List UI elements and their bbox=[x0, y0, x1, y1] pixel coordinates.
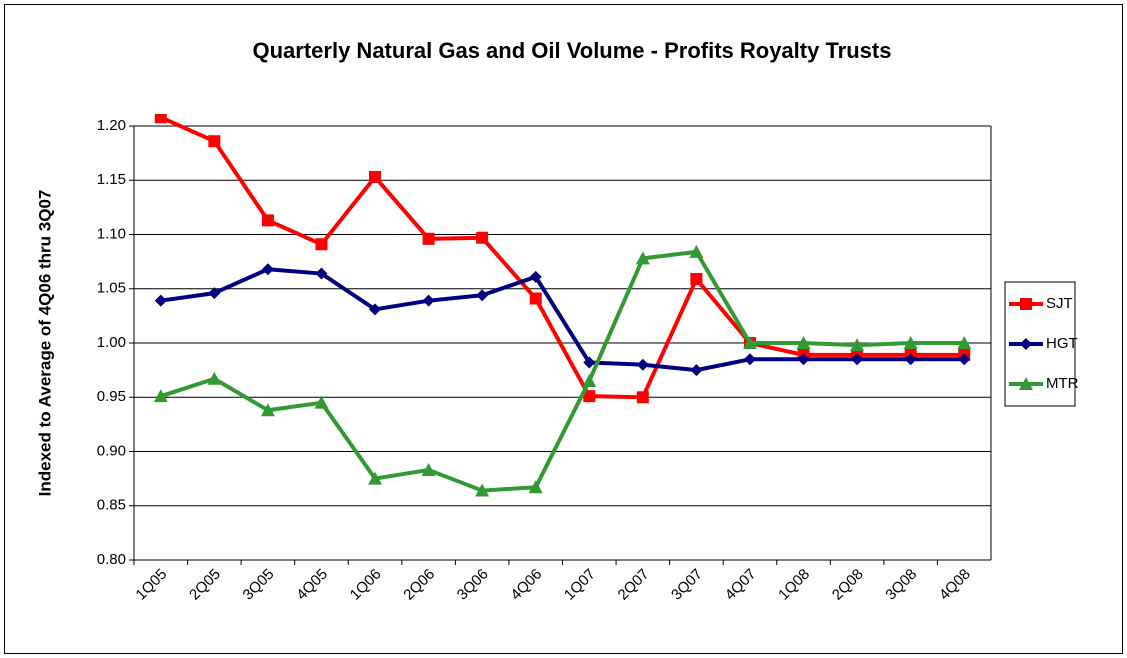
point bbox=[476, 231, 489, 244]
legend-label: HGT bbox=[1046, 335, 1078, 352]
point bbox=[207, 371, 222, 385]
series-line bbox=[159, 115, 965, 400]
y-tick-label: 1.20 bbox=[97, 117, 126, 134]
y-tick-label: 0.95 bbox=[97, 388, 126, 405]
point bbox=[208, 135, 221, 148]
point bbox=[475, 483, 490, 497]
point bbox=[583, 390, 596, 403]
point bbox=[583, 356, 596, 369]
point bbox=[636, 358, 649, 371]
series-line bbox=[160, 249, 965, 493]
legend-marker bbox=[1019, 377, 1033, 390]
y-tick-label: 1.05 bbox=[97, 280, 126, 297]
point bbox=[904, 353, 917, 366]
y-tick-label: 1.15 bbox=[97, 171, 126, 188]
point bbox=[689, 244, 704, 258]
point bbox=[796, 336, 811, 349]
point bbox=[261, 263, 274, 276]
point bbox=[314, 395, 329, 409]
point bbox=[369, 303, 382, 316]
y-tick-label: 0.90 bbox=[97, 442, 126, 459]
point bbox=[476, 289, 489, 302]
point bbox=[850, 338, 865, 352]
point bbox=[153, 389, 168, 403]
point bbox=[260, 403, 275, 417]
point bbox=[690, 364, 703, 377]
point bbox=[368, 471, 383, 485]
point bbox=[903, 336, 918, 349]
point bbox=[690, 272, 703, 285]
y-tick-label: 1.00 bbox=[97, 334, 126, 351]
point bbox=[154, 294, 167, 307]
legend-label: SJT bbox=[1046, 295, 1073, 312]
point bbox=[582, 373, 597, 387]
point bbox=[422, 294, 435, 307]
point bbox=[369, 170, 382, 183]
series bbox=[154, 114, 971, 404]
legend-label: MTR bbox=[1046, 375, 1079, 392]
y-axis-label: Indexed to Average of 4Q06 thru 3Q07 bbox=[35, 190, 54, 497]
point bbox=[797, 353, 810, 366]
point bbox=[261, 214, 274, 227]
y-tick-label: 0.85 bbox=[97, 497, 126, 514]
point bbox=[636, 391, 649, 404]
chart-title: Quarterly Natural Gas and Oil Volume - P… bbox=[253, 38, 892, 63]
legend-marker bbox=[1020, 298, 1032, 310]
point bbox=[742, 336, 757, 349]
series bbox=[153, 244, 972, 497]
series-line bbox=[160, 267, 965, 373]
point bbox=[528, 480, 543, 494]
point bbox=[315, 238, 328, 251]
point bbox=[958, 353, 971, 366]
point bbox=[154, 114, 167, 124]
point bbox=[422, 232, 435, 245]
point bbox=[421, 462, 436, 476]
point bbox=[957, 336, 972, 349]
point bbox=[315, 267, 328, 280]
point bbox=[529, 292, 542, 305]
y-tick-label: 0.80 bbox=[97, 551, 126, 568]
point bbox=[208, 287, 221, 300]
legend-marker bbox=[1020, 338, 1032, 350]
point bbox=[851, 353, 864, 366]
y-tick-label: 1.10 bbox=[97, 225, 126, 242]
point bbox=[529, 270, 542, 283]
series bbox=[154, 263, 971, 377]
point bbox=[635, 251, 650, 265]
point bbox=[743, 353, 756, 366]
